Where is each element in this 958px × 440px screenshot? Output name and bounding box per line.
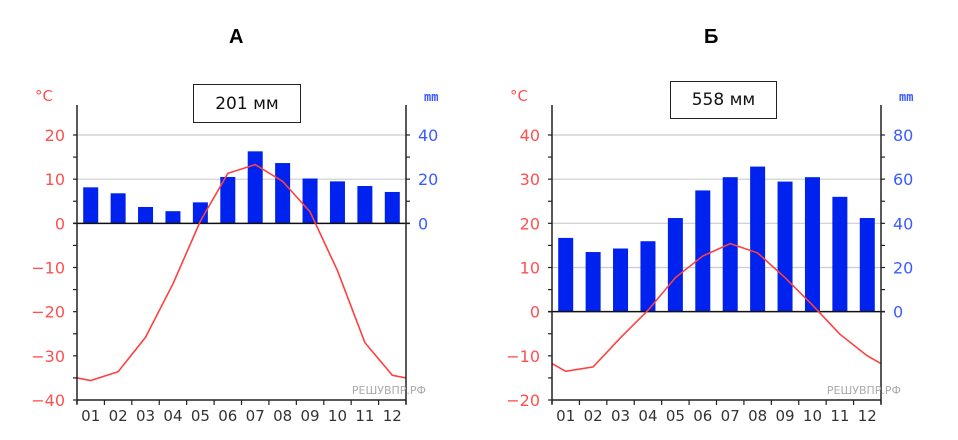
chart-b-precip-tick-label: 20 xyxy=(893,259,913,278)
chart-a-month-label: 04 xyxy=(163,407,182,425)
chart-b-precip-bar-11 xyxy=(832,196,848,312)
chart-b-month-label: 04 xyxy=(638,407,657,425)
chart-b-month-label: 10 xyxy=(803,407,822,425)
chart-a-month-label: 02 xyxy=(109,407,128,425)
chart-b-month-label: 08 xyxy=(748,407,767,425)
chart-b-month-label: 11 xyxy=(830,407,849,425)
chart-a-precip-tick-label: 0 xyxy=(418,214,428,233)
chart-a-temp-tick-label: −20 xyxy=(31,303,65,322)
chart-b-month-label: 01 xyxy=(556,407,575,425)
chart-a-temp-axis-label: °C xyxy=(35,87,53,105)
chart-b-temp-axis-label: °C xyxy=(510,87,528,105)
chart-b-month-label: 06 xyxy=(693,407,712,425)
chart-a-precip-bar-01 xyxy=(83,187,99,224)
chart-b-temp-tick-label: 10 xyxy=(520,259,540,278)
chart-b-month-label: 02 xyxy=(584,407,603,425)
chart-b-month-label: 03 xyxy=(611,407,630,425)
chart-b-precip-bar-12 xyxy=(859,218,875,312)
chart-b-precip-bar-02 xyxy=(585,252,601,312)
chart-b-month-label: 05 xyxy=(666,407,685,425)
chart-b-total-precip: 558 мм xyxy=(670,81,777,119)
chart-a-month-label: 11 xyxy=(355,407,374,425)
chart-a-temp-tick-label: 20 xyxy=(45,126,65,145)
chart-b-title: Б xyxy=(704,26,719,48)
chart-b-temp-tick-label: 0 xyxy=(530,303,540,322)
chart-b-precip-bar-01 xyxy=(558,237,574,312)
chart-a-month-label: 10 xyxy=(328,407,347,425)
chart-b-temp-tick-label: 20 xyxy=(520,214,540,233)
chart-b-temp-tick-label: −10 xyxy=(506,347,540,366)
chart-a-title: А xyxy=(229,26,244,48)
chart-b-precip-tick-label: 40 xyxy=(893,214,913,233)
chart-b-precip-bar-04 xyxy=(640,241,656,312)
chart-a-temp-tick-label: −10 xyxy=(31,259,65,278)
chart-a-precip-bar-09 xyxy=(302,178,318,224)
chart-b-precip-bar-10 xyxy=(804,177,820,312)
chart-a-month-label: 08 xyxy=(273,407,292,425)
chart-a-precip-bar-06 xyxy=(220,176,236,224)
chart-b-precip-tick-label: 80 xyxy=(893,126,913,145)
chart-a-month-label: 01 xyxy=(81,407,100,425)
chart-a-month-label: 09 xyxy=(300,407,319,425)
chart-a-precip-bar-11 xyxy=(357,186,373,224)
chart-b-temperature-line xyxy=(551,242,882,373)
chart-a-precip-tick-label: 40 xyxy=(418,126,438,145)
chart-a-precip-axis-label: mm xyxy=(424,90,438,104)
chart-b-temp-tick-label: 30 xyxy=(520,170,540,189)
chart-a-month-label: 06 xyxy=(218,407,237,425)
chart-a-temp-tick-label: −30 xyxy=(31,347,65,366)
chart-b-month-label: 12 xyxy=(858,407,877,425)
chart-b-month-label: 09 xyxy=(775,407,794,425)
chart-a-month-label: 12 xyxy=(383,407,402,425)
chart-a-precip-bar-08 xyxy=(275,163,291,224)
chart-b-precip-bar-06 xyxy=(695,190,711,312)
chart-a-temp-tick-label: 0 xyxy=(55,214,65,233)
chart-a-precip-bar-02 xyxy=(110,193,126,224)
chart-b-temp-tick-label: 40 xyxy=(520,126,540,145)
chart-a-month-label: 07 xyxy=(246,407,265,425)
chart-a-precip-tick-label: 20 xyxy=(418,170,438,189)
chart-a-watermark: РЕШУВПР.РФ xyxy=(352,384,426,397)
chart-a-month-label: 05 xyxy=(191,407,210,425)
chart-a-precip-bar-07 xyxy=(247,151,263,224)
chart-b-precip-axis-label: mm xyxy=(899,90,913,104)
chart-a-precip-bar-12 xyxy=(384,191,400,224)
chart-b-precip-bar-03 xyxy=(613,248,629,312)
chart-a-precip-bar-10 xyxy=(329,181,345,224)
chart-a-temp-tick-label: −40 xyxy=(31,391,65,410)
chart-a-month-label: 03 xyxy=(136,407,155,425)
chart-b-month-label: 07 xyxy=(721,407,740,425)
chart-a-total-precip: 201 мм xyxy=(193,84,301,123)
chart-b-precip-bar-09 xyxy=(777,181,793,312)
chart-a-precip-bar-05 xyxy=(192,202,208,224)
chart-b-watermark: РЕШУВПР.РФ xyxy=(827,384,901,397)
chart-a-temperature-line xyxy=(76,163,407,382)
chart-a-temp-tick-label: 10 xyxy=(45,170,65,189)
chart-b-precip-tick-label: 60 xyxy=(893,170,913,189)
chart-a-precip-bar-04 xyxy=(165,211,181,224)
chart-b-temp-tick-label: −20 xyxy=(506,391,540,410)
chart-b-precip-bar-05 xyxy=(667,218,683,312)
chart-b-precip-bar-08 xyxy=(750,166,766,312)
chart-b-precip-tick-label: 0 xyxy=(893,303,903,322)
chart-a-precip-bar-03 xyxy=(138,206,154,224)
